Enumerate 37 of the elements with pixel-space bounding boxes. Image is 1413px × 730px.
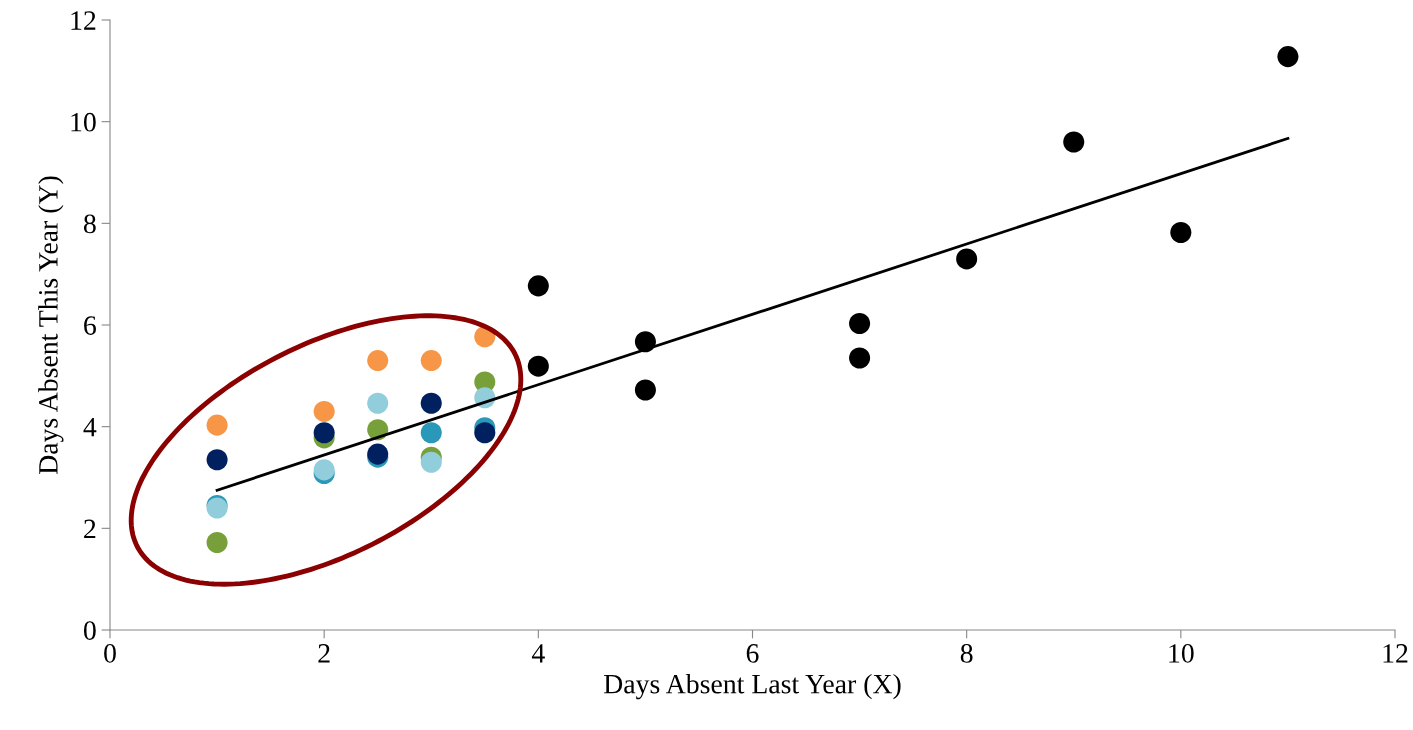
point: [634, 379, 656, 401]
point: [849, 312, 871, 335]
point: [420, 451, 442, 473]
point: [527, 275, 549, 297]
y-tick-label: 6: [84, 316, 96, 335]
point: [1277, 46, 1299, 68]
x-tick-label: 10: [1169, 644, 1194, 663]
x-tick-label: 2: [318, 644, 330, 663]
x-tick-label: 0: [104, 644, 116, 663]
y-tick-label: 12: [71, 11, 96, 30]
y-axis-title: Days Absent This Year (Y): [38, 176, 64, 475]
point: [367, 350, 389, 372]
point: [206, 532, 228, 554]
point: [420, 350, 442, 372]
x-tick-label: 6: [746, 644, 759, 663]
point: [1170, 221, 1192, 244]
y-tick-label: 4: [83, 418, 97, 437]
point: [420, 392, 442, 414]
point: [420, 422, 442, 444]
point: [1063, 131, 1085, 153]
y-tick-label: 2: [84, 519, 96, 538]
point: [956, 248, 978, 270]
point: [849, 347, 871, 369]
x-tick-label: 8: [960, 644, 973, 663]
point: [527, 355, 549, 377]
point: [206, 414, 228, 436]
point: [367, 392, 389, 414]
y-tick-label: 8: [83, 214, 96, 234]
point: [313, 422, 335, 444]
point: [474, 422, 496, 444]
point: [206, 449, 228, 471]
point: [313, 400, 335, 422]
x-tick-label: 4: [531, 644, 545, 663]
y-tick-label: 0: [83, 621, 96, 640]
x-axis-title: Days Absent Last Year (X): [604, 673, 901, 700]
y-tick-label: 10: [71, 112, 96, 132]
x-tick-label: 12: [1383, 644, 1408, 663]
